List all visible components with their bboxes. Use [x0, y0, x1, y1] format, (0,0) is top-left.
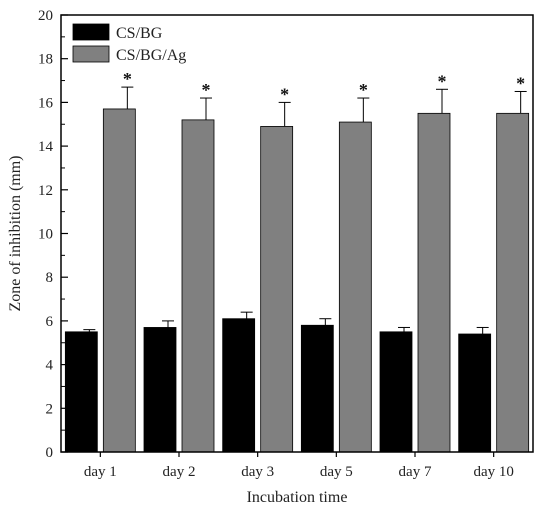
legend-swatch [72, 23, 110, 41]
bar-cs-bg-ag [496, 112, 530, 453]
y-axis-title: Zone of inhibition (mm) [7, 156, 24, 312]
x-tick-label: day 7 [399, 464, 432, 480]
y-tick-label: 8 [46, 270, 54, 286]
x-tick-label: day 10 [473, 464, 513, 480]
y-tick-label: 18 [38, 52, 53, 68]
legend: CS/BG CS/BG/Ag [72, 23, 186, 64]
legend-swatch [72, 45, 110, 63]
bar-cs-bg [143, 327, 177, 453]
x-tick-label: day 2 [163, 464, 196, 480]
chart-marks: * * * * * * [64, 69, 530, 453]
y-tick-label: 4 [46, 358, 54, 374]
significance-marker: * [516, 73, 525, 93]
bar-cs-bg [458, 333, 492, 453]
bar-cs-bg-ag [181, 119, 215, 453]
bar-cs-bg [300, 324, 334, 453]
x-tick-label: day 1 [84, 464, 117, 480]
bar-cs-bg [64, 331, 98, 453]
legend-label: CS/BG/Ag [116, 47, 186, 64]
y-tick-label: 16 [38, 95, 54, 111]
y-tick-label: 20 [38, 8, 53, 24]
significance-marker: * [359, 80, 368, 100]
x-tick-label: day 3 [241, 464, 274, 480]
significance-marker: * [280, 84, 289, 104]
bar-cs-bg [379, 331, 413, 453]
y-tick-label: 14 [38, 139, 54, 155]
bar-cs-bg-ag [417, 112, 451, 453]
x-tick-label: day 5 [320, 464, 353, 480]
legend-label: CS/BG [116, 25, 163, 42]
x-axis-title: Incubation time [247, 489, 348, 506]
bar-cs-bg-ag [338, 121, 372, 453]
significance-marker: * [202, 80, 211, 100]
bar-cs-bg [222, 318, 256, 453]
bar-cs-bg-ag [260, 126, 294, 453]
y-tick-label: 10 [38, 227, 53, 243]
significance-marker: * [438, 71, 447, 91]
y-tick-label: 6 [46, 314, 54, 330]
y-tick-label: 2 [46, 401, 54, 417]
y-tick-label: 0 [46, 445, 54, 461]
bar-cs-bg-ag [102, 108, 136, 453]
axes: 0 2 4 6 8 10 12 14 16 18 20 day 1 day 2 day 3 day 5 day… [38, 8, 514, 480]
significance-marker: * [123, 69, 132, 89]
y-tick-label: 12 [38, 183, 53, 199]
